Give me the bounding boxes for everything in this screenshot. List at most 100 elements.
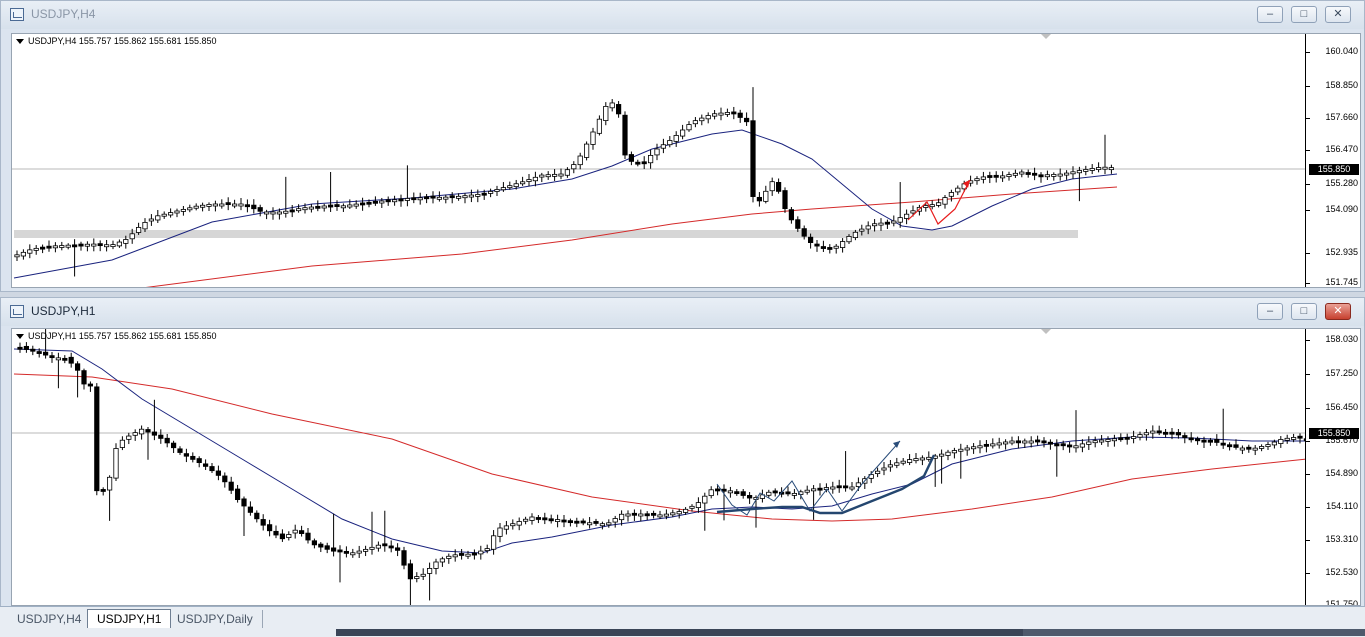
candlestick <box>625 510 631 522</box>
candlestick <box>1246 444 1252 453</box>
close-button[interactable]: ✕ <box>1325 6 1351 23</box>
candlestick <box>372 196 379 206</box>
candlestick <box>532 171 539 187</box>
price-tick-label: 153.310 <box>1325 534 1358 544</box>
candlestick <box>987 171 993 184</box>
candlestick <box>78 241 84 251</box>
candlestick <box>737 109 743 123</box>
candlestick <box>616 101 622 118</box>
minimize-button[interactable]: – <box>1257 6 1283 23</box>
window-titlebar[interactable]: USDJPY,H1 – □ ✕ <box>1 298 1364 326</box>
price-tick-mark <box>1306 210 1310 211</box>
tab-usdjpy-h4[interactable]: USDJPY,H4 <box>8 610 92 628</box>
candlestick <box>251 199 257 214</box>
candlestick <box>878 218 884 231</box>
candlestick <box>1044 170 1050 181</box>
candlestick <box>766 489 772 498</box>
candlestick <box>394 543 401 557</box>
price-tick-label: 156.450 <box>1325 402 1358 412</box>
candlestick <box>340 203 347 212</box>
candlestick <box>907 454 913 466</box>
candlestick <box>1060 440 1066 451</box>
price-scale[interactable]: 160.040 158.850 157.660 156.470 155.280 154.0… <box>1305 34 1360 287</box>
candlestick <box>446 553 452 564</box>
candlestick <box>158 429 164 444</box>
candlestick <box>977 440 983 454</box>
candlestick <box>23 342 29 353</box>
candlestick <box>1028 436 1034 448</box>
chart-shift-marker-icon[interactable] <box>1041 34 1051 39</box>
restore-button[interactable]: □ <box>1291 6 1317 23</box>
price-tick-label: 155.280 <box>1325 178 1358 188</box>
candlestick <box>1124 433 1130 445</box>
candlestick <box>904 209 910 225</box>
window-titlebar[interactable]: USDJPY,H4 – □ ✕ <box>1 1 1364 29</box>
candlestick <box>833 243 839 254</box>
candlestick <box>382 510 388 552</box>
candlestick <box>1259 444 1265 452</box>
candlestick <box>996 437 1002 449</box>
support-zone[interactable] <box>14 230 1078 238</box>
price-scale[interactable]: 158.030 157.250 156.450 155.670 154.890 154.1… <box>1305 329 1360 605</box>
candlestick <box>1073 410 1079 453</box>
candlestick <box>580 518 586 526</box>
symbol-info[interactable]: USDJPY,H1 155.757 155.862 155.681 155.85… <box>16 331 217 341</box>
candlestick <box>500 182 507 192</box>
candlestick <box>852 229 859 241</box>
minimize-button[interactable]: – <box>1257 303 1283 320</box>
candlestick <box>1041 437 1047 448</box>
candlestick <box>993 171 999 183</box>
close-button[interactable]: ✕ <box>1325 303 1351 320</box>
candlestick <box>1182 432 1188 444</box>
candlestick <box>420 568 426 580</box>
candlestick <box>680 124 686 140</box>
tab-usdjpy-h1[interactable]: USDJPY,H1 <box>87 609 172 628</box>
candlestick <box>804 485 810 495</box>
candlestick <box>443 194 449 204</box>
candlestick <box>334 200 340 211</box>
candlestick <box>513 179 519 190</box>
candlestick <box>97 240 103 252</box>
candlestick <box>510 519 516 530</box>
dropdown-triangle-icon[interactable] <box>16 334 24 340</box>
candlestick <box>68 352 74 368</box>
candlestick <box>599 521 606 530</box>
candlestick <box>622 111 628 159</box>
price-tick-mark <box>1306 474 1310 475</box>
chart-window-h1: USDJPY,H1 – □ ✕ USDJPY,H1 155.757 155.86… <box>0 297 1365 607</box>
price-tick-mark <box>1306 52 1310 53</box>
candlestick <box>894 457 900 469</box>
candlestick <box>791 489 798 500</box>
ohlc-readout: USDJPY,H1 155.757 155.862 155.681 155.85… <box>28 331 217 341</box>
candlestick <box>1111 434 1117 447</box>
dropdown-triangle-icon[interactable] <box>16 39 24 45</box>
candlestick <box>1035 435 1041 446</box>
price-tick-label: 160.040 <box>1325 46 1358 56</box>
candlestick <box>1083 165 1089 176</box>
red-arrow-annotation[interactable] <box>907 179 971 225</box>
candlestick <box>170 440 177 454</box>
candlestick <box>913 453 919 464</box>
candlestick <box>667 136 673 148</box>
chart-shift-marker-icon[interactable] <box>1041 329 1051 334</box>
tab-usdjpy-daily[interactable]: USDJPY,Daily <box>168 610 263 628</box>
trend-curve-annotation[interactable] <box>716 454 936 515</box>
candlestick <box>244 199 250 213</box>
price-tick-mark <box>1306 540 1310 541</box>
price-chart-h4[interactable]: USDJPY,H4 155.757 155.862 155.681 155.85… <box>11 33 1361 288</box>
candlestick <box>958 443 964 479</box>
candlestick <box>113 443 119 481</box>
restore-button[interactable]: □ <box>1291 303 1317 320</box>
price-chart-h1[interactable]: USDJPY,H1 155.757 155.862 155.681 155.85… <box>11 328 1361 606</box>
candlestick <box>919 455 926 466</box>
candlestick <box>769 177 775 196</box>
blue-arrow-annotation[interactable] <box>716 440 901 516</box>
symbol-info[interactable]: USDJPY,H4 155.757 155.862 155.681 155.85… <box>16 36 217 46</box>
candlestick <box>715 485 721 496</box>
candlestick <box>932 453 938 487</box>
candlestick <box>1064 170 1070 180</box>
candlestick <box>705 112 711 124</box>
candlestick <box>782 187 788 213</box>
candlestick <box>411 192 417 204</box>
candlestick <box>763 185 769 204</box>
